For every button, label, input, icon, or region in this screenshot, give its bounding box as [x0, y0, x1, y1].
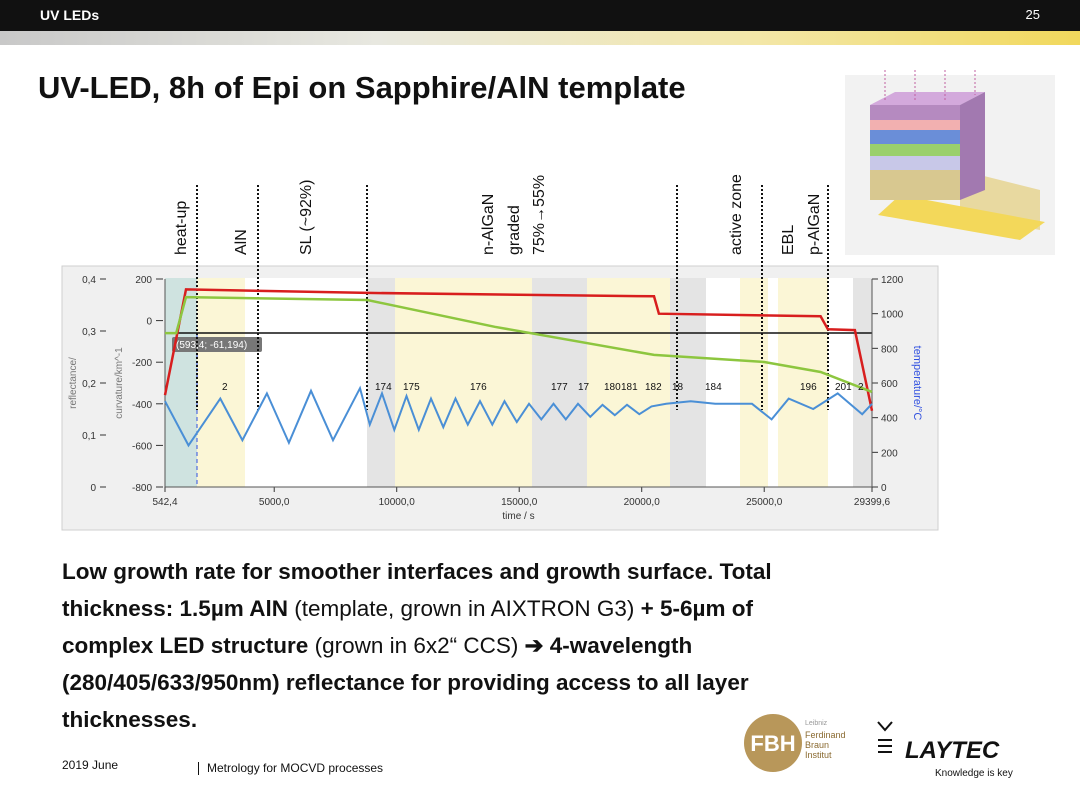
text-run: ➔ 4-wavelength [524, 633, 693, 658]
phase-label: active zone [728, 174, 745, 255]
phase-label: EBL [780, 225, 797, 255]
y-tick-label: 0,1 [82, 431, 96, 442]
wafer-marker: 182 [645, 382, 662, 393]
y2-tick-label: -400 [132, 400, 152, 411]
y2-tick-label: -200 [132, 358, 152, 369]
y-tick-label: 0 [90, 483, 96, 494]
slide-title: UV-LED, 8h of Epi on Sapphire/AlN templa… [38, 70, 686, 105]
text-line: thicknesses. [62, 701, 1022, 738]
body-text: Low growth rate for smoother interfaces … [62, 553, 1022, 738]
text-run: complex LED structure [62, 633, 309, 658]
y-tick-label: 0,2 [82, 379, 96, 390]
wafer-marker: 196 [800, 382, 817, 393]
data-line [164, 385, 873, 448]
text-line: (280/405/633/950nm) reflectance for prov… [62, 664, 1022, 701]
data-line [163, 288, 874, 411]
y-tick-label: 0,3 [82, 327, 96, 338]
wafer-marker: 2 [858, 382, 864, 393]
text-line: complex LED structure (grown in 6x2“ CCS… [62, 627, 1022, 664]
text-run: thickness: 1.5µm AlN [62, 596, 288, 621]
fbh-logo [744, 714, 802, 772]
y3-tick-label: 800 [881, 344, 898, 355]
x-tick-label: 542,4 [152, 497, 177, 508]
y3-tick-label: 200 [881, 448, 898, 459]
x-tick-label: 5000,0 [259, 497, 290, 508]
y3-tick-label: 1200 [881, 275, 904, 286]
laytec-wordmark: LAYTEC [905, 737, 1000, 764]
phase-label: 75%→55% [531, 175, 548, 255]
cursor-label: (593,4; -61,194) [176, 340, 247, 351]
y2-axis-label: curvature/km^-1 [114, 347, 125, 419]
wafer-marker: 18 [672, 382, 684, 393]
text-run: (280/405/633/950nm) reflectance for prov… [62, 670, 749, 695]
header-stripe [0, 31, 1080, 45]
laytec-icon [877, 721, 893, 753]
laytec-slogan: Knowledge is key [935, 768, 1013, 779]
x-tick-label: 25000,0 [746, 497, 783, 508]
wafer-marker: 181 [621, 382, 638, 393]
fbh-name: Ferdinand [805, 730, 846, 740]
wafer-marker: 17 [578, 382, 590, 393]
text-line: thickness: 1.5µm AlN (template, grown in… [62, 590, 1022, 627]
x-tick-label: 10000,0 [379, 497, 416, 508]
x-tick-label: 29399,6 [854, 497, 891, 508]
x-tick-label: 15000,0 [501, 497, 538, 508]
y3-tick-label: 1000 [881, 310, 904, 321]
y3-tick-label: 0 [881, 483, 887, 494]
cursor-box [172, 337, 262, 352]
phase-label: heat-up [173, 201, 190, 255]
header-bar [0, 0, 1080, 31]
y-axis-label: reflectance/ [68, 357, 79, 409]
fbh-leibniz: Leibniz [805, 720, 828, 727]
data-line [165, 295, 873, 394]
footer-date: 2019 June [62, 758, 119, 772]
fbh-name: Braun [805, 740, 829, 750]
phase-label: AlN [233, 229, 250, 255]
wafer-marker: 177 [551, 382, 568, 393]
phase-label: graded [506, 205, 523, 255]
fbh-text: FBH [750, 731, 795, 756]
fbh-name: Institut [805, 750, 832, 760]
wafer-marker: 201 [835, 382, 852, 393]
layer-stack-image [845, 70, 1055, 255]
phase-shading [165, 278, 872, 487]
text-run: Low growth rate for smoother interfaces … [62, 559, 772, 584]
x-tick-label: 20000,0 [624, 497, 661, 508]
footer-text: Metrology for MOCVD processes [198, 762, 383, 775]
text-run: + 5-6µm of [640, 596, 753, 621]
page-number: 25 [1025, 7, 1040, 22]
text-run: thicknesses. [62, 707, 198, 732]
text-run: (template, grown in AIXTRON G3) [287, 596, 641, 621]
header-title: UV LEDs [40, 7, 100, 23]
y3-tick-label: 600 [881, 379, 898, 390]
x-axis-label: time / s [502, 511, 534, 522]
y-tick-label: 0,4 [82, 275, 96, 286]
y3-axis-label: temperature/°C [911, 346, 923, 421]
text-line: Low growth rate for smoother interfaces … [62, 553, 1022, 590]
phase-label: SL (~92%) [298, 180, 315, 255]
wafer-marker: 175 [403, 382, 420, 393]
y3-tick-label: 400 [881, 414, 898, 425]
wafer-marker: 180 [604, 382, 621, 393]
wafer-marker: 2 [222, 382, 228, 393]
wafer-marker: 184 [705, 382, 722, 393]
y2-tick-label: 200 [135, 275, 152, 286]
y2-tick-label: -600 [132, 441, 152, 452]
wafer-marker: 174 [375, 382, 392, 393]
wafer-marker: 176 [470, 382, 487, 393]
y2-tick-label: -800 [132, 483, 152, 494]
y2-tick-label: 0 [146, 317, 152, 328]
phase-label: p-AlGaN [806, 194, 823, 255]
text-run: (grown in 6x2“ CCS) [308, 633, 525, 658]
phase-label: n-AlGaN [480, 194, 497, 255]
